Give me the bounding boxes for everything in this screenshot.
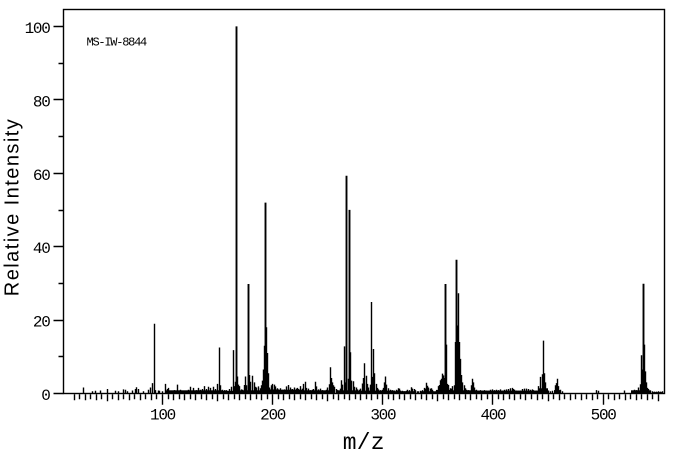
svg-text:500: 500 [591, 406, 617, 424]
svg-text:100: 100 [25, 20, 51, 38]
svg-text:0: 0 [41, 387, 50, 405]
svg-text:m/z: m/z [343, 430, 385, 455]
svg-text:200: 200 [260, 406, 286, 424]
svg-text:80: 80 [33, 93, 50, 111]
svg-text:300: 300 [370, 406, 396, 424]
svg-text:40: 40 [33, 240, 50, 258]
svg-text:20: 20 [33, 314, 50, 332]
svg-text:400: 400 [480, 406, 506, 424]
svg-text:MS-IW-8844: MS-IW-8844 [87, 35, 148, 49]
svg-text:Relative Intensity: Relative Intensity [2, 118, 24, 296]
svg-text:100: 100 [150, 406, 176, 424]
svg-text:60: 60 [33, 167, 50, 185]
